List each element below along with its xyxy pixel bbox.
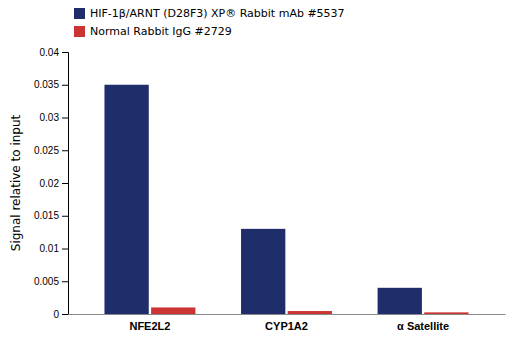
bar [288, 311, 332, 314]
x-tick-label: CYP1A2 [265, 320, 308, 332]
y-tick: 0.015 [34, 210, 68, 221]
legend-swatch [74, 8, 85, 19]
y-tick-mark [62, 118, 68, 119]
y-tick-label: 0.01 [40, 243, 60, 254]
bar-series [104, 85, 421, 314]
chart-svg: 0 0.005 0.01 0.015 0.02 0.025 0.03 0.035 0.04 NFE… [0, 0, 520, 350]
y-tick-mark [62, 52, 68, 53]
y-tick-mark [62, 314, 68, 315]
legend-swatch [74, 26, 85, 37]
legend-label: Normal Rabbit IgG #2729 [90, 25, 232, 38]
x-tick: NFE2L2 [129, 320, 170, 332]
plot-area: 0 0.005 0.01 0.015 0.02 0.025 0.03 0.035 0.04 NFE… [34, 47, 506, 332]
bars [104, 85, 468, 314]
legend-item: Normal Rabbit IgG #2729 [74, 25, 232, 38]
bar [424, 312, 468, 314]
y-tick-label: 0.03 [40, 112, 60, 123]
x-axis: NFE2L2 CYP1A2 α Satellite [69, 315, 506, 332]
y-tick: 0.02 [40, 178, 68, 189]
y-tick: 0 [53, 309, 68, 320]
y-tick-label: 0.035 [34, 79, 59, 90]
bar-series [151, 307, 468, 314]
y-tick-mark [62, 85, 68, 86]
y-tick: 0.035 [34, 79, 68, 90]
x-tick: CYP1A2 [265, 320, 308, 332]
chart-container: 0 0.005 0.01 0.015 0.02 0.025 0.03 0.035 0.04 NFE… [0, 0, 520, 350]
legend: HIF-1β/ARNT (D28F3) XP® Rabbit mAb #5537… [74, 7, 345, 38]
y-tick-mark [62, 249, 68, 250]
legend-label: HIF-1β/ARNT (D28F3) XP® Rabbit mAb #5537 [90, 7, 345, 20]
x-tick: α Satellite [397, 320, 449, 332]
y-tick-mark [62, 150, 68, 151]
y-tick-label: 0 [53, 309, 59, 320]
y-tick-mark [62, 216, 68, 217]
bar [241, 229, 285, 314]
y-tick: 0.005 [34, 276, 68, 287]
x-axis-line [69, 314, 506, 315]
y-tick: 0.03 [40, 112, 68, 123]
y-axis-title: Signal relative to input [9, 114, 23, 251]
bar [378, 288, 422, 314]
y-tick-mark [62, 183, 68, 184]
y-tick: 0.01 [40, 243, 68, 254]
y-tick: 0.025 [34, 145, 68, 156]
y-tick-mark [62, 281, 68, 282]
y-tick-label: 0.005 [34, 276, 59, 287]
y-axis: 0 0.005 0.01 0.015 0.02 0.025 0.03 0.035 0.04 [34, 47, 69, 320]
x-tick-label: NFE2L2 [129, 320, 170, 332]
x-tick-label: α Satellite [397, 320, 449, 332]
y-tick-label: 0.025 [34, 145, 59, 156]
y-tick-label: 0.04 [40, 47, 60, 58]
y-tick-label: 0.015 [34, 210, 59, 221]
y-tick-label: 0.02 [40, 178, 60, 189]
y-tick: 0.04 [40, 47, 68, 58]
bar [151, 307, 195, 314]
legend-item: HIF-1β/ARNT (D28F3) XP® Rabbit mAb #5537 [74, 7, 345, 20]
y-axis-line [62, 53, 69, 315]
bar [104, 85, 148, 314]
